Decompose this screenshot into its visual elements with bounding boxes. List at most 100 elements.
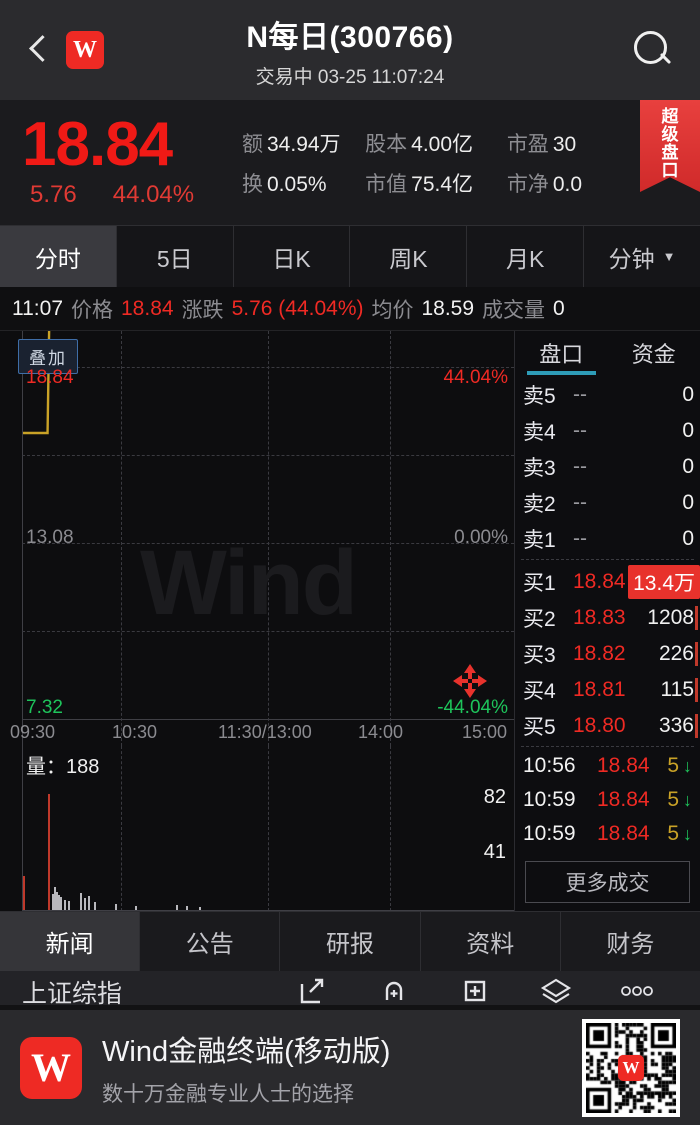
level-label: 买3 xyxy=(523,644,556,667)
super-badge-line1: 超级 xyxy=(661,107,679,144)
alert-bell-icon[interactable] xyxy=(353,976,434,1005)
back-chevron-icon[interactable] xyxy=(26,33,52,67)
trade-time: 10:59 xyxy=(523,788,576,811)
bottom-tab-财务[interactable]: 财务 xyxy=(606,931,655,958)
volume-bar xyxy=(55,891,58,910)
qr-code[interactable]: W xyxy=(582,1018,680,1117)
more-dots-icon[interactable] xyxy=(597,983,678,999)
more-trades-button[interactable]: 更多成交 xyxy=(525,861,690,903)
volume-bar xyxy=(114,904,117,910)
chart-column[interactable]: Wind 叠加 18.84 44.04% 13.08 0.00% 7.32 -4… xyxy=(0,331,515,911)
add-box-icon[interactable] xyxy=(434,976,515,1005)
move-arrows-icon[interactable] xyxy=(450,661,490,701)
level-volume: 1208 xyxy=(647,606,694,629)
level-label: 卖2 xyxy=(523,493,556,516)
search-icon[interactable] xyxy=(630,28,674,72)
bottom-tab-研报[interactable]: 研报 xyxy=(280,912,421,971)
orderbook-divider xyxy=(521,746,694,747)
ask-row[interactable]: 卖1 -- 0 xyxy=(515,521,700,557)
wind-watermark: Wind xyxy=(140,532,358,634)
info-price-label: 价格 xyxy=(71,298,113,322)
volume-chart[interactable]: 量：188 82 41 xyxy=(0,746,514,911)
last-price: 18.84 xyxy=(22,110,173,180)
trade-direction-icon: ↓ xyxy=(683,823,692,844)
info-avg-value: 18.59 xyxy=(421,296,475,320)
volume-bar xyxy=(176,905,179,910)
app-promo-banner[interactable]: W Wind金融终端(移动版) 数十万金融专业人士的选择 W xyxy=(0,1010,700,1125)
price-change-percent: 44.04% xyxy=(112,180,195,208)
trade-price: 18.84 xyxy=(597,822,650,845)
ask-row[interactable]: 卖3 -- 0 xyxy=(515,449,700,485)
wind-logo-icon[interactable]: W xyxy=(66,31,104,69)
bottom-tab-公告[interactable]: 公告 xyxy=(140,912,281,971)
stat-value: 30 xyxy=(552,132,577,156)
period-tab-分时[interactable]: 分时 xyxy=(0,226,117,287)
bid-row[interactable]: 买1 18.84 13.4万 xyxy=(515,564,700,600)
quote-stat: 市净 0.0 xyxy=(507,168,630,198)
bid-row[interactable]: 买2 18.83 1208 xyxy=(515,600,700,636)
volume-bars xyxy=(23,792,513,910)
quote-stats-grid: 额 34.94万 股本 4.00亿 市盈 30 换 0.05% 市值 75.4亿 市净 0.0 xyxy=(242,128,700,198)
level-label: 买5 xyxy=(523,716,556,739)
orderbook-tab-盘口[interactable]: 盘口 xyxy=(515,331,608,375)
x-axis-tick: 11:30/13:00 xyxy=(218,722,312,742)
level-price: 18.81 xyxy=(573,678,626,701)
stat-value: 75.4亿 xyxy=(411,172,474,196)
trade-list: 10:56 18.84 5 ↓ 10:59 18.84 5 ↓ 10:59 18.84 5 ↓ xyxy=(515,749,700,851)
period-tab-分钟[interactable]: 分钟 ▼ xyxy=(584,226,700,287)
period-tab-5日[interactable]: 5日 xyxy=(117,226,234,287)
x-axis-tick: 10:30 xyxy=(112,722,158,742)
trade-row[interactable]: 10:59 18.84 5 ↓ xyxy=(515,783,700,817)
stat-key: 换 xyxy=(242,172,263,196)
layers-icon[interactable] xyxy=(516,976,597,1005)
trade-time: 10:56 xyxy=(523,754,576,777)
volume-accent-bar xyxy=(695,678,698,702)
trade-row[interactable]: 10:59 18.84 5 ↓ xyxy=(515,817,700,851)
bid-row[interactable]: 买4 18.81 115 xyxy=(515,672,700,708)
period-tab-label: 月K xyxy=(506,245,545,272)
trade-volume: 5 xyxy=(667,788,679,811)
level-price: 18.82 xyxy=(573,642,626,665)
trade-volume: 5 xyxy=(667,754,679,777)
orderbook-column: 盘口 资金 卖5 -- 0 卖4 -- 0 卖3 -- 0 卖2 -- 0 卖1 -- 0 买1 18.84 13… xyxy=(515,331,700,911)
share-icon[interactable] xyxy=(272,976,353,1005)
qr-logo-icon: W xyxy=(618,1054,644,1081)
chevron-down-icon: ▼ xyxy=(662,249,676,264)
ask-row[interactable]: 卖2 -- 0 xyxy=(515,485,700,521)
trade-row[interactable]: 10:56 18.84 5 ↓ xyxy=(515,749,700,783)
price-line-svg xyxy=(23,331,51,435)
quote-panel: 18.84 5.76 44.04% 额 34.94万 股本 4.00亿 市盈 30 换 0.0… xyxy=(0,100,700,225)
orderbook-divider xyxy=(521,559,694,560)
period-tab-label: 日K xyxy=(272,245,311,272)
quote-stat: 额 34.94万 xyxy=(242,128,365,158)
volume-bar xyxy=(47,794,50,910)
bid-row[interactable]: 买5 18.80 336 xyxy=(515,708,700,744)
level-label: 买1 xyxy=(523,572,556,595)
ask-row[interactable]: 卖5 -- 0 xyxy=(515,377,700,413)
bid-row[interactable]: 买3 18.82 226 xyxy=(515,636,700,672)
stat-key: 股本 xyxy=(365,132,408,156)
gridline xyxy=(268,331,269,746)
period-tab-label: 5日 xyxy=(156,245,193,272)
chart-low-price-label: 7.32 xyxy=(26,697,63,718)
stat-key: 市盈 xyxy=(506,132,549,156)
gridline xyxy=(390,331,391,746)
level-label: 买2 xyxy=(523,608,556,631)
volume-bar xyxy=(59,897,62,910)
orderbook-tab-资金[interactable]: 资金 xyxy=(631,342,676,367)
volume-bar xyxy=(84,898,87,910)
intraday-price-chart[interactable]: Wind 叠加 18.84 44.04% 13.08 0.00% 7.32 -4… xyxy=(0,331,514,746)
bottom-tab-资料[interactable]: 资料 xyxy=(421,912,561,971)
level-volume: 0 xyxy=(682,455,694,478)
info-change-value: 5.76 (44.04%) xyxy=(231,296,364,320)
period-tab-月K[interactable]: 月K xyxy=(467,226,585,287)
overlay-button[interactable]: 叠加 xyxy=(18,339,78,374)
super-orderbook-badge[interactable]: 超级 盘口 ⌄ xyxy=(640,100,700,192)
period-tab-周K[interactable]: 周K xyxy=(350,226,468,287)
stat-value: 34.94万 xyxy=(267,132,341,156)
stat-value: 0.0 xyxy=(552,172,583,196)
period-tab-日K[interactable]: 日K xyxy=(234,226,351,287)
trade-volume: 5 xyxy=(667,822,679,845)
ask-row[interactable]: 卖4 -- 0 xyxy=(515,413,700,449)
bottom-tab-新闻[interactable]: 新闻 xyxy=(0,912,141,971)
